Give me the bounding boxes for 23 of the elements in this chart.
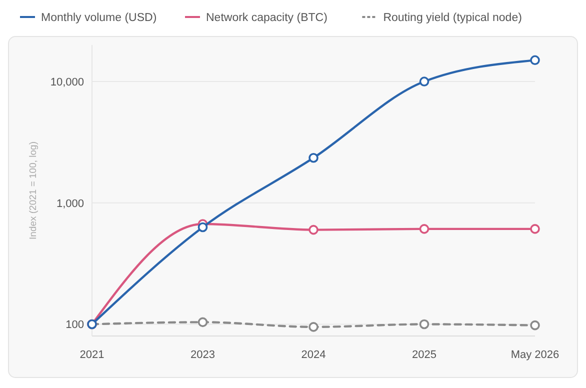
y-axis-title: Index (2021 = 100, log) <box>28 142 39 240</box>
x-tick-label: 2025 <box>412 349 436 361</box>
point <box>530 55 540 66</box>
x-tick-label: 2021 <box>80 349 104 361</box>
legend-label: Monthly volume (USD) <box>41 12 157 24</box>
point <box>198 317 208 328</box>
point <box>530 224 540 234</box>
x-tick-label: May 2026 <box>510 349 560 361</box>
point <box>419 76 430 86</box>
x-tick-label: 2023 <box>190 349 215 361</box>
point <box>419 319 430 330</box>
point <box>308 224 318 235</box>
point <box>198 222 208 232</box>
point <box>419 224 430 234</box>
legend-label: Routing yield (typical node) <box>383 12 522 24</box>
x-tick-label: 2024 <box>301 349 326 361</box>
point <box>308 322 318 332</box>
y-tick-label: 100 <box>66 319 84 332</box>
y-tick-label: 1,000 <box>56 198 84 210</box>
point <box>308 152 318 163</box>
legend-label: Network capacity (BTC) <box>206 12 328 24</box>
point <box>530 320 540 330</box>
y-tick-label: 10,000 <box>50 76 84 89</box>
